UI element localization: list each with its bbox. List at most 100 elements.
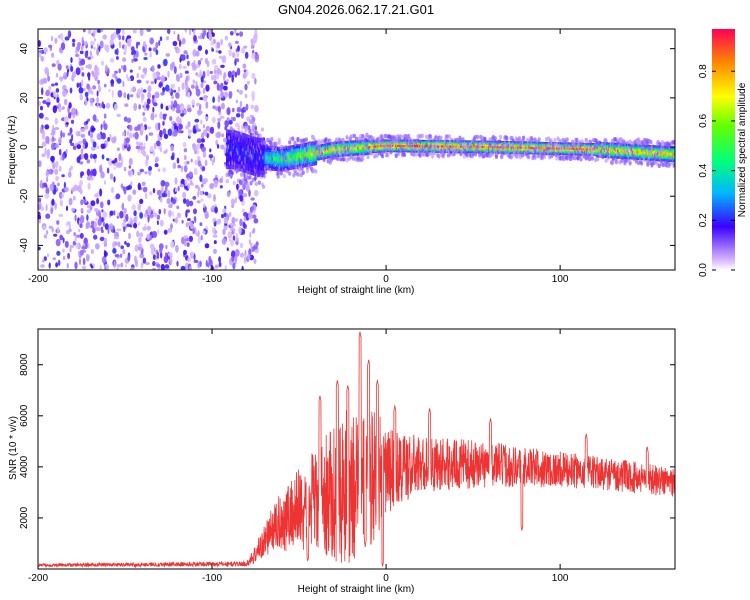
spectrogram-halo-cell <box>240 181 244 186</box>
spectrogram-noise-cell <box>228 42 232 48</box>
spectrogram-noise-cell <box>146 98 151 105</box>
spectrogram-noise-cell <box>248 239 251 245</box>
spectrogram-noise-cell <box>184 238 190 242</box>
spectrogram-noise-cell <box>95 243 100 250</box>
spectrogram-noise-cell <box>157 137 163 141</box>
spectrogram-noise-cell <box>97 79 100 85</box>
spectrogram-noise-cell <box>79 223 83 229</box>
spectrogram-noise-cell <box>121 222 126 227</box>
spectrogram-noise-cell <box>143 57 148 60</box>
spectrogram-halo-cell <box>396 151 400 157</box>
spectrogram-noise-cell <box>144 192 148 200</box>
spectrogram-noise-cell <box>203 177 208 184</box>
spectrogram-noise-cell <box>113 260 116 269</box>
spectrogram-noise-cell <box>170 201 173 207</box>
spectrogram-noise-cell <box>163 229 168 235</box>
spectrogram-noise-cell <box>233 228 236 233</box>
spectrogram-noise-cell <box>153 142 157 150</box>
spectrogram-noise-cell <box>134 244 139 252</box>
spectrogram-band-cell <box>325 149 327 153</box>
spectrogram-noise-cell <box>235 58 240 63</box>
spectrogram-noise-cell <box>253 245 258 250</box>
spectrogram-noise-cell <box>52 257 56 261</box>
spectrogram-noise-cell <box>59 33 64 41</box>
spectrogram-heatmap <box>38 29 675 270</box>
spectrogram-noise-cell <box>195 80 198 86</box>
spectrogram-noise-cell <box>92 141 97 148</box>
spectrogram-noise-cell <box>47 104 50 108</box>
spectrogram-noise-cell <box>180 54 185 60</box>
spectrogram-noise-cell <box>93 221 98 228</box>
spectrogram-noise-cell <box>66 71 69 77</box>
spectrogram-band-cell <box>544 147 546 150</box>
spectrogram-noise-cell <box>179 39 181 48</box>
spectrogram-halo-cell <box>576 156 580 161</box>
spectrogram-noise-cell <box>53 233 58 237</box>
spectrogram-noise-cell <box>143 107 147 111</box>
spectrogram-halo-cell <box>424 134 429 139</box>
spectrogram-noise-cell <box>123 116 128 122</box>
spectrogram-noise-cell <box>172 40 178 47</box>
spectrogram-band-cell <box>618 149 620 153</box>
spectrogram-noise-cell <box>206 133 209 139</box>
spectrogram-noise-cell <box>72 145 77 150</box>
spectrogram-band-cell <box>393 144 395 147</box>
spectrogram-band-cell <box>526 146 528 149</box>
spectrogram-noise-cell <box>239 242 244 249</box>
spectrogram-band-cell <box>620 149 622 153</box>
spectrogram-noise-cell <box>186 242 190 248</box>
spectrogram-halo-cell <box>240 172 244 177</box>
spectrogram-band-cell <box>230 146 232 153</box>
spectrogram-halo-cell <box>229 173 233 179</box>
spectrogram-noise-cell <box>242 221 246 229</box>
spectrogram-noise-cell <box>56 59 60 66</box>
spectrogram-noise-cell <box>69 127 73 134</box>
spectrogram-noise-cell <box>204 159 208 167</box>
spectrogram-halo-cell <box>623 161 627 166</box>
spectrogram-halo-cell <box>305 168 309 174</box>
spectrogram-noise-cell <box>42 100 47 104</box>
spectrogram-noise-cell <box>234 122 240 128</box>
spectrogram-noise-cell <box>229 222 234 227</box>
spectrogram-band-cell <box>415 145 417 148</box>
spectrogram-noise-cell <box>68 102 72 109</box>
spectrogram-noise-cell <box>197 109 202 116</box>
spectrogram-noise-cell <box>199 174 203 182</box>
spectrogram-halo-cell <box>610 159 614 165</box>
spectrogram-band-cell <box>479 145 481 148</box>
spectrogram-noise-cell <box>192 29 196 36</box>
spectrogram-band-cell <box>311 151 313 156</box>
spectrogram-band-cell <box>352 146 354 150</box>
spectrogram-noise-cell <box>53 90 57 98</box>
spectrogram-noise-cell <box>123 92 127 99</box>
spectrogram-noise-cell <box>111 160 116 164</box>
spectrogram-noise-cell <box>71 107 77 116</box>
spectrogram-noise-cell <box>163 150 168 154</box>
spectrogram-noise-cell <box>151 65 155 73</box>
spectrogram-noise-cell <box>127 93 130 100</box>
spectrogram-noise-cell <box>205 49 208 55</box>
spectrogram-band-cell <box>277 156 279 161</box>
spectrogram-noise-cell <box>209 183 215 190</box>
spectrogram-noise-cell <box>79 216 85 224</box>
spectrogram-noise-cell <box>101 154 105 160</box>
spectrogram-band-cell <box>610 149 612 152</box>
spectrogram-noise-cell <box>162 121 165 126</box>
spectrogram-noise-cell <box>152 72 157 80</box>
spectrogram-noise-cell <box>254 77 257 85</box>
spectrogram-noise-cell <box>178 63 182 70</box>
spectrogram-noise-cell <box>89 263 93 267</box>
spectrogram-band-cell <box>358 146 360 149</box>
spectrogram-band-cell <box>607 148 609 152</box>
spectrogram-noise-cell <box>125 213 129 222</box>
spectrogram-band-cell <box>398 144 400 147</box>
spectrogram-noise-cell <box>241 265 244 270</box>
spectrogram-noise-cell <box>40 206 45 212</box>
spectrogram-noise-cell <box>60 155 63 161</box>
spectrogram-band-cell <box>346 147 348 150</box>
spectrogram-noise-cell <box>232 235 236 241</box>
spectrogram-noise-cell <box>165 84 170 92</box>
spectrogram-noise-cell <box>197 261 200 269</box>
spectrogram-noise-cell <box>187 183 190 189</box>
spectrogram-noise-cell <box>96 48 100 56</box>
